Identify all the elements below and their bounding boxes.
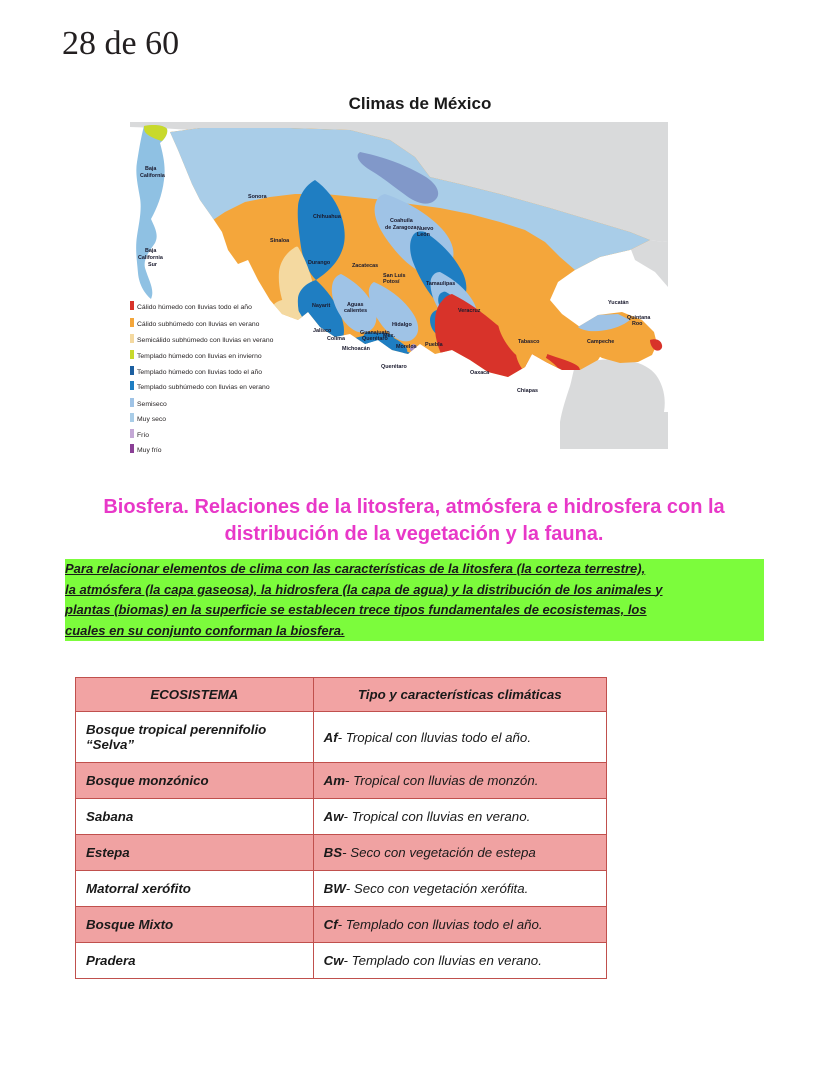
svg-text:Veracruz: Veracruz bbox=[458, 308, 481, 314]
svg-text:Hidalgo: Hidalgo bbox=[392, 322, 412, 328]
svg-text:Michoacán: Michoacán bbox=[342, 346, 370, 352]
svg-text:Cálido subhúmedo con lluvias e: Cálido subhúmedo con lluvias en verano bbox=[137, 321, 260, 328]
svg-text:León: León bbox=[417, 232, 430, 238]
svg-text:Templado subhúmedo con lluvias: Templado subhúmedo con lluvias en verano bbox=[137, 384, 270, 391]
svg-text:Nayarit: Nayarit bbox=[312, 303, 330, 309]
svg-text:Semiseco: Semiseco bbox=[137, 401, 167, 408]
svg-text:Frío: Frío bbox=[137, 432, 149, 439]
svg-text:de Zaragoza: de Zaragoza bbox=[385, 225, 417, 231]
svg-text:Baja: Baja bbox=[145, 166, 157, 172]
svg-text:Sur: Sur bbox=[148, 262, 158, 268]
svg-text:Potosí: Potosí bbox=[383, 279, 400, 285]
svg-text:Méx.: Méx. bbox=[383, 333, 395, 339]
svg-text:Durango: Durango bbox=[308, 260, 331, 266]
svg-text:Cálido húmedo con lluvias todo: Cálido húmedo con lluvias todo el año bbox=[137, 304, 252, 311]
svg-text:Jalisco: Jalisco bbox=[313, 328, 332, 334]
svg-text:Chiapas: Chiapas bbox=[517, 388, 538, 394]
svg-text:Chihuahua: Chihuahua bbox=[313, 214, 342, 220]
svg-text:California: California bbox=[138, 255, 164, 261]
svg-text:Sinaloa: Sinaloa bbox=[270, 238, 290, 244]
svg-text:Templado húmedo con lluvias to: Templado húmedo con lluvias todo el año bbox=[137, 369, 262, 376]
svg-text:Coahuila: Coahuila bbox=[390, 218, 414, 224]
svg-text:Colima: Colima bbox=[327, 336, 346, 342]
svg-text:Templado húmedo con lluvias en: Templado húmedo con lluvias en invierno bbox=[137, 353, 262, 360]
svg-text:Campeche: Campeche bbox=[587, 339, 614, 345]
svg-text:California: California bbox=[140, 173, 166, 179]
svg-text:Oaxaca: Oaxaca bbox=[470, 370, 490, 376]
svg-text:Yucatán: Yucatán bbox=[608, 300, 629, 306]
svg-text:Puebla: Puebla bbox=[425, 342, 444, 348]
svg-text:Tabasco: Tabasco bbox=[518, 339, 540, 345]
svg-text:Morelos: Morelos bbox=[396, 344, 417, 350]
svg-text:Zacatecas: Zacatecas bbox=[352, 263, 378, 269]
svg-text:Querétaro: Querétaro bbox=[381, 364, 407, 370]
svg-text:Muy frío: Muy frío bbox=[137, 447, 162, 454]
svg-text:Sonora: Sonora bbox=[248, 194, 268, 200]
svg-text:Tamaulipas: Tamaulipas bbox=[426, 281, 455, 287]
svg-text:Muy seco: Muy seco bbox=[137, 416, 166, 423]
svg-text:Roo: Roo bbox=[632, 321, 643, 327]
svg-text:calientes: calientes bbox=[344, 308, 367, 314]
svg-text:Semicálido subhúmedo con lluvi: Semicálido subhúmedo con lluvias en vera… bbox=[137, 337, 274, 344]
svg-text:Baja: Baja bbox=[145, 248, 157, 254]
